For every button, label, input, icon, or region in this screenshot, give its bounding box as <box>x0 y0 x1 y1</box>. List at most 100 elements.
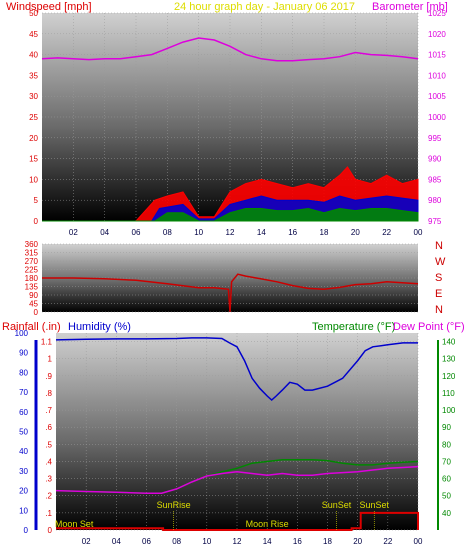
rainfall-tick-label: .6 <box>45 423 52 432</box>
temperature-tick-label: 50 <box>442 492 451 501</box>
direction-series <box>42 273 419 313</box>
temperature-axis-label: Temperature (°F) <box>312 321 395 333</box>
temperature-tick-label: 140 <box>442 338 456 347</box>
wind-x-tick-label: 20 <box>351 228 360 237</box>
compass-letter-n-bottom: N <box>435 304 443 316</box>
barometer-tick-label: 1005 <box>428 92 446 101</box>
wind-tick-label: 35 <box>29 71 38 80</box>
temperature-tick-label: 70 <box>442 457 451 466</box>
direction-tick-label: 270 <box>25 257 39 266</box>
event-label: SunRise <box>157 500 191 510</box>
wind-x-tick-label: 16 <box>288 228 297 237</box>
barometer-tick-label: 990 <box>428 155 442 164</box>
temperature-tick-label: 130 <box>442 355 456 364</box>
barometer-tick-label: 1015 <box>428 51 446 60</box>
wind-tick-label: 30 <box>29 92 38 101</box>
humidity-tick-label: 50 <box>19 428 28 437</box>
wind-x-tick-label: 22 <box>382 228 391 237</box>
rainfall-axis-label: Rainfall (.in) <box>2 321 61 333</box>
rainfall-tick-label: .9 <box>45 372 52 381</box>
wind-x-tick-label: 06 <box>132 228 141 237</box>
rainfall-tick-label: .4 <box>45 457 52 466</box>
temperature-ticks: 40 50 60 70 80 90 100 110 120 130 140 <box>442 338 456 518</box>
wind-x-tick-label: 10 <box>194 228 203 237</box>
humidity-tick-label: 20 <box>19 487 28 496</box>
direction-tick-label: 315 <box>25 249 39 258</box>
wind-x-tick-label: 04 <box>100 228 109 237</box>
barometer-tick-label: 1025 <box>428 9 446 18</box>
rain-x-tick-label: 00 <box>414 537 423 546</box>
direction-tick-label: 180 <box>25 274 39 283</box>
humidity-tick-label: 90 <box>19 349 28 358</box>
compass-letter-n-top: N <box>435 240 443 252</box>
rainfall-tick-label: 0 <box>48 526 53 535</box>
humidity-tick-label: 80 <box>19 368 28 377</box>
wind-x-tick-label: 12 <box>226 228 235 237</box>
wind-tick-label: 45 <box>29 30 38 39</box>
temperature-tick-label: 110 <box>442 389 455 398</box>
rainfall-tick-label: .5 <box>45 440 52 449</box>
wind-x-tick-label: 18 <box>320 228 329 237</box>
humidity-tick-label: 40 <box>19 447 28 456</box>
rain-series <box>55 337 419 531</box>
barometer-tick-label: 995 <box>428 134 442 143</box>
barometer-axis-label: Barometer [mb] <box>372 1 448 13</box>
rain-plot-area <box>56 333 418 530</box>
rain-x-tick-label: 10 <box>202 537 211 546</box>
barometer-tick-label: 1010 <box>428 71 446 80</box>
dewpoint-axis-label: Dew Point (°F) <box>393 321 465 333</box>
wind-tick-label: 50 <box>29 9 38 18</box>
humidity-tick-label: 30 <box>19 467 28 476</box>
rain-x-tick-label: 12 <box>233 537 242 546</box>
rain-x-tick-label: 16 <box>293 537 302 546</box>
rain-x-ticks: 02 04 06 08 10 12 14 16 18 20 22 00 <box>82 537 423 546</box>
wind-tick-label: 10 <box>29 175 38 184</box>
rainfall-tick-label: .1 <box>45 509 52 518</box>
rain-gridlines <box>56 333 419 531</box>
barometer-tick-label: 1020 <box>428 30 446 39</box>
humidity-tick-label: 60 <box>19 408 28 417</box>
event-label: Moon Rise <box>246 519 289 529</box>
humidity-tick-label: 0 <box>24 526 29 535</box>
rainfall-tick-label: 1 <box>48 355 53 364</box>
wind-x-tick-label: 14 <box>257 228 266 237</box>
direction-tick-label: 135 <box>25 283 39 292</box>
rainfall-ticks: 0 .1 .2 .3 .4 .5 .6 .7 .8 .9 1 1.1 <box>41 338 53 535</box>
wind-tick-label: 25 <box>29 113 38 122</box>
humidity-axis-label: Humidity (%) <box>68 321 131 333</box>
rainfall-tick-label: .8 <box>45 389 52 398</box>
direction-tick-label: 225 <box>25 266 39 275</box>
humidity-tick-label: 100 <box>15 329 29 338</box>
wind-x-tick-label: 08 <box>163 228 172 237</box>
event-label: Moon Set <box>55 519 94 529</box>
wind-tick-label: 0 <box>34 217 39 226</box>
rainfall-tick-label: .3 <box>45 475 52 484</box>
temperature-tick-label: 60 <box>442 475 451 484</box>
rain-humidity-temp-panel: 0 .1 .2 .3 .4 .5 .6 .7 .8 .9 1 1.1 0 10 20 30 40 50 60 70 8… <box>2 321 465 546</box>
rain-x-tick-label: 18 <box>323 537 332 546</box>
sun-moon-events: Moon Set SunRise Moon Rise SunSet SunSet <box>55 500 390 530</box>
event-label: SunSet <box>359 500 389 510</box>
direction-tick-label: 0 <box>34 308 39 317</box>
wind-minimum-series <box>42 207 419 222</box>
graph-title: 24 hour graph day - January 06 2017 <box>174 1 355 13</box>
wind-tick-label: 15 <box>29 155 38 164</box>
rainfall-series <box>56 511 419 531</box>
direction-tick-label: 45 <box>29 300 38 309</box>
wind-tick-label: 20 <box>29 134 38 143</box>
humidity-ticks: 0 10 20 30 40 50 60 70 80 90 100 <box>15 329 29 535</box>
barometer-tick-label: 1000 <box>428 113 446 122</box>
wind-direction-series <box>42 273 419 313</box>
wind-tick-label: 40 <box>29 51 38 60</box>
wind-x-ticks: 02 04 06 08 10 12 14 16 18 20 22 00 <box>69 228 423 237</box>
rain-x-tick-label: 04 <box>112 537 121 546</box>
rain-x-tick-label: 02 <box>82 537 91 546</box>
dew_point-series <box>55 465 419 494</box>
rainfall-tick-label: 1.1 <box>41 338 53 347</box>
rain-x-tick-label: 22 <box>383 537 392 546</box>
barometer-tick-label: 975 <box>428 217 442 226</box>
compass-letter-w: W <box>435 256 446 268</box>
